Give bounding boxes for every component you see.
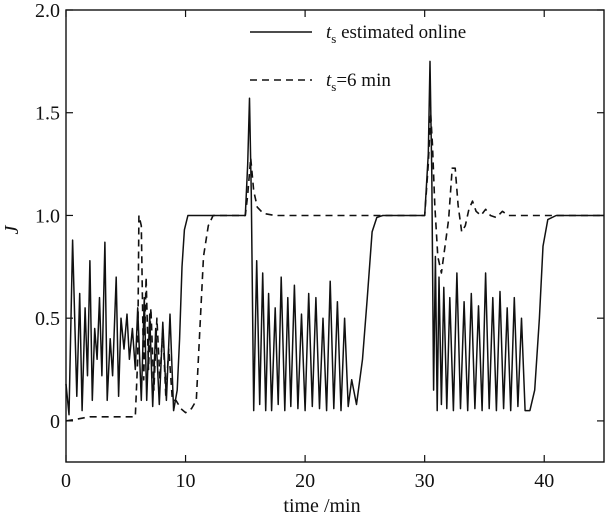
- legend-entry-dashed: ts=6 min: [326, 70, 391, 94]
- y-tick-label: 2.0: [35, 0, 60, 22]
- legend-entry-solid: ts estimated online: [326, 22, 466, 46]
- plot-area-frame: [65, 9, 605, 463]
- series-line-dashed: [65, 111, 604, 422]
- y-axis-title: J: [1, 224, 23, 234]
- legend-entry-solid-rest: estimated online: [336, 22, 466, 43]
- y-tick-label: 0: [50, 411, 60, 433]
- legend-entry-dashed-t: t: [326, 70, 332, 91]
- x-tick-label: 20: [295, 470, 315, 492]
- x-axis-title: time /min: [283, 495, 360, 517]
- x-tick-label: 40: [534, 470, 554, 492]
- x-tick-label: 10: [176, 470, 196, 492]
- legend-entry-solid-sub: s: [331, 31, 336, 46]
- y-tick-label: 1.5: [35, 103, 60, 125]
- y-tick-label: 0.5: [35, 308, 60, 330]
- axis-ticks: 0 10 20 30 40 0 0.5 1.0 1.5 2.0: [35, 0, 604, 492]
- legend: ts estimated online ts=6 min: [250, 22, 466, 94]
- y-tick-label: 1.0: [35, 205, 60, 227]
- x-tick-label: 0: [61, 470, 71, 492]
- legend-entry-dashed-rest: =6 min: [336, 70, 391, 91]
- x-tick-label: 30: [415, 470, 435, 492]
- series-layer: [65, 60, 604, 422]
- series-line-solid: [65, 60, 604, 416]
- legend-entry-dashed-sub: s: [331, 79, 336, 94]
- legend-entry-solid-t: t: [326, 22, 332, 43]
